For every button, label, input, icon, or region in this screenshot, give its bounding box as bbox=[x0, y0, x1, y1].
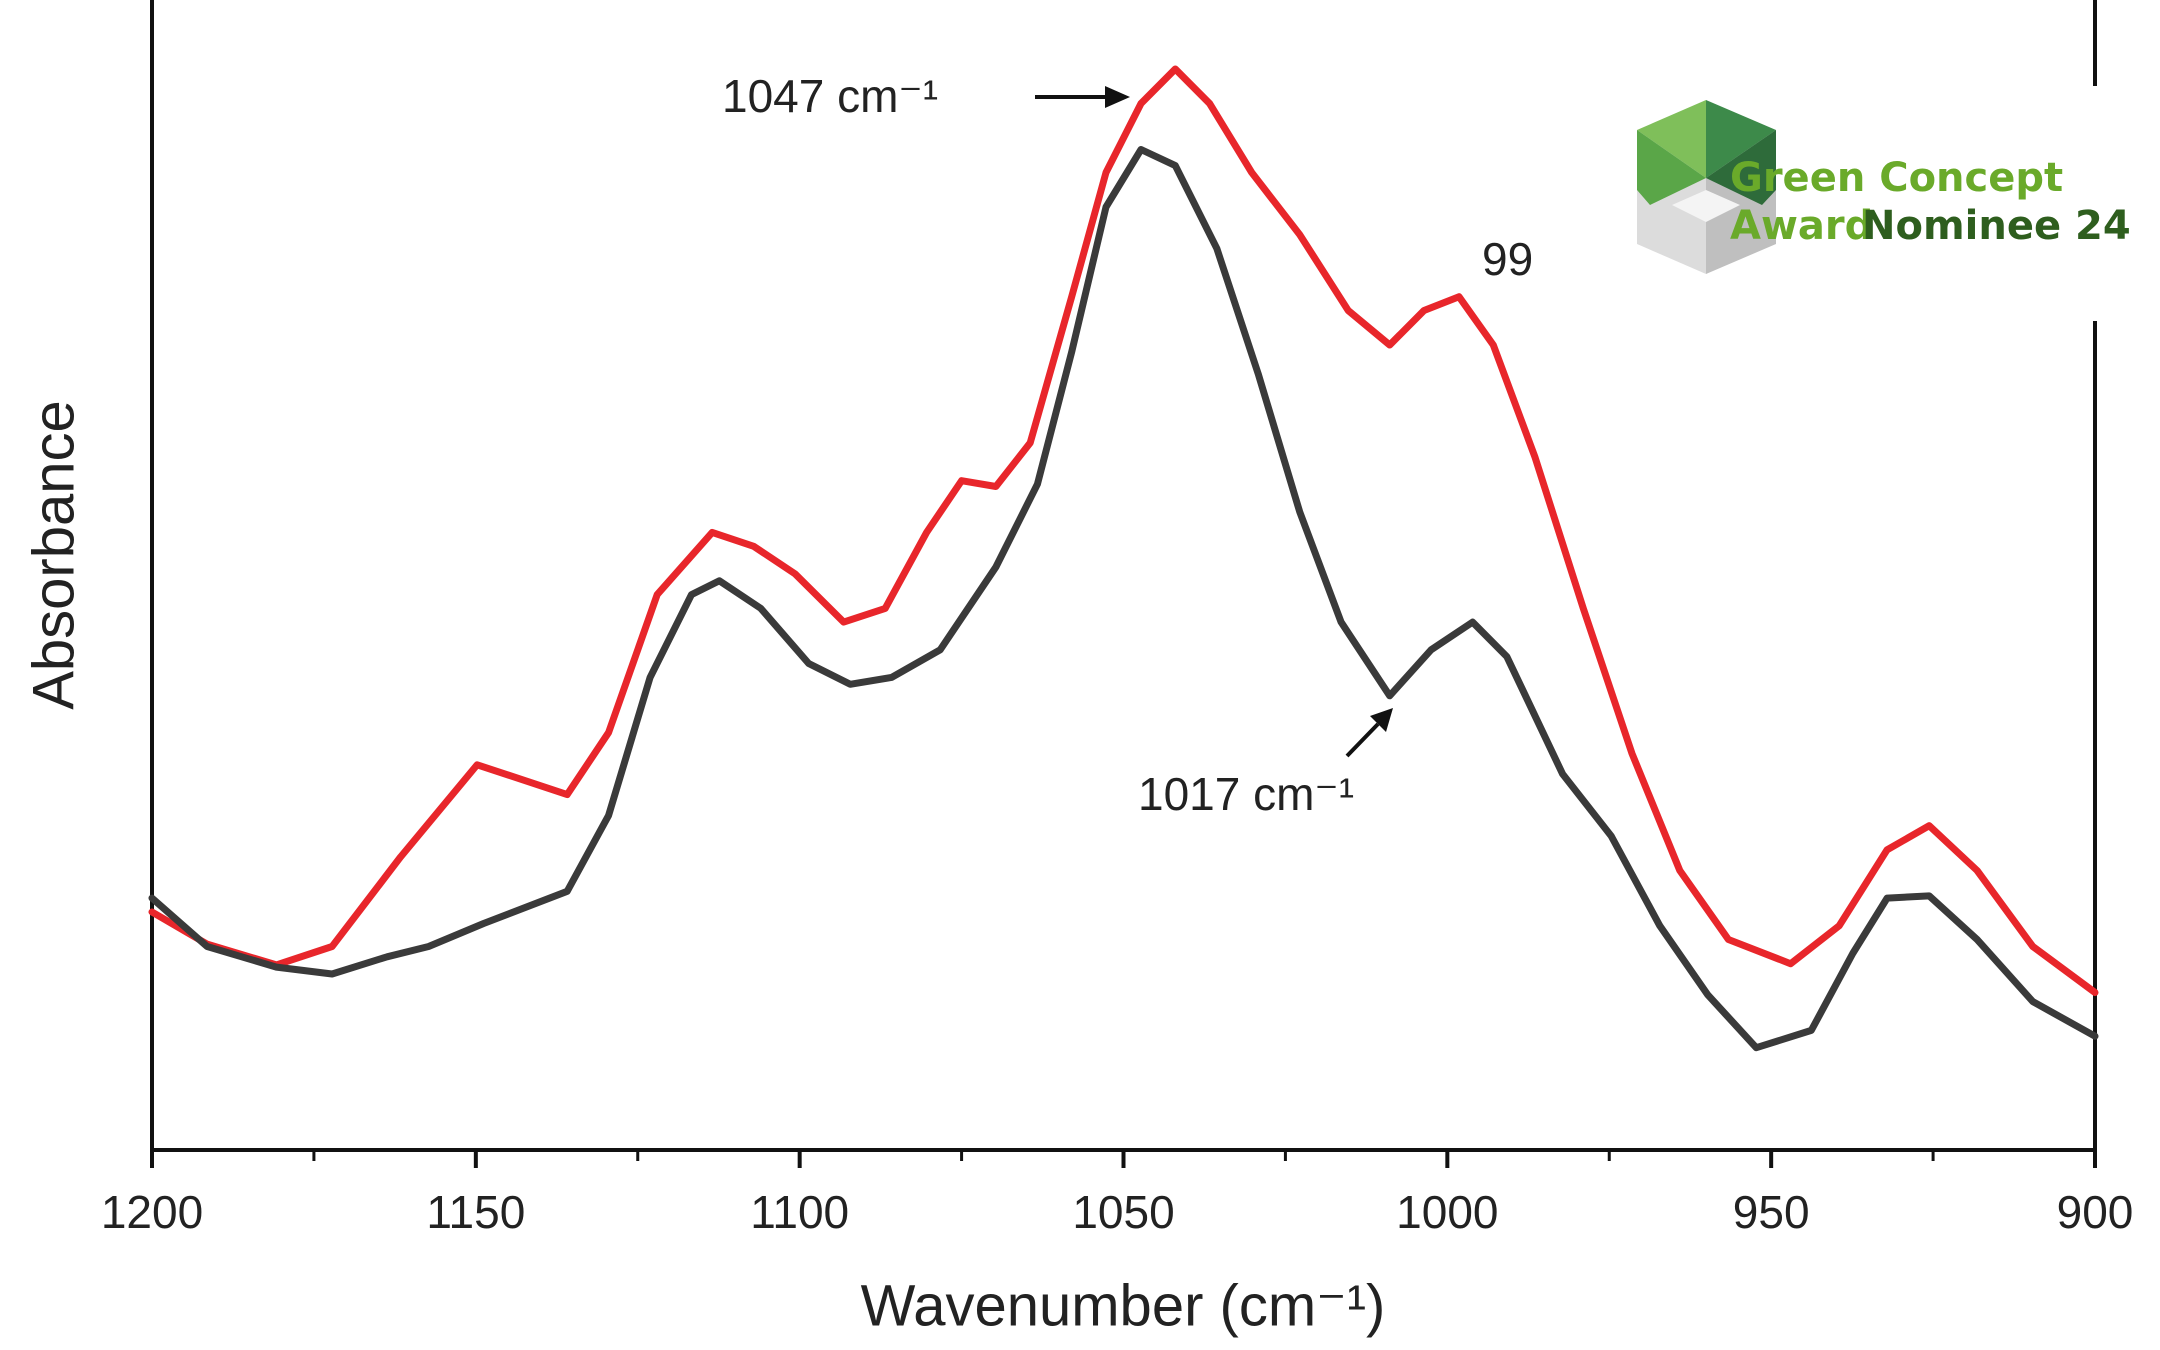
badge-text: Award bbox=[1730, 203, 1873, 249]
badge-text: Green Concept bbox=[1730, 155, 2063, 201]
annotation: 1047 cm⁻¹ bbox=[722, 70, 938, 122]
plot-area: 1200 1150 1100 1050 1000 950 900 bbox=[101, 0, 2134, 1238]
annotation: 1017 cm⁻¹ bbox=[1138, 768, 1354, 820]
x-tick-label: 1100 bbox=[750, 1186, 849, 1238]
x-tick-label: 900 bbox=[2057, 1186, 2134, 1238]
x-tick-label: 1150 bbox=[426, 1186, 525, 1238]
y-axis-label: Absorbance bbox=[21, 400, 86, 710]
arrow bbox=[1345, 708, 1393, 758]
badge: Green Concept Award Nominee 24 bbox=[1560, 86, 2160, 321]
arrow bbox=[1035, 86, 1130, 108]
x-tick-label: 950 bbox=[1733, 1186, 1810, 1238]
data-line bbox=[148, 146, 2099, 1052]
x-tick-label: 1050 bbox=[1072, 1186, 1174, 1238]
data-line bbox=[148, 65, 2099, 996]
annotation: 99 bbox=[1482, 233, 1533, 285]
badge-logo bbox=[1637, 100, 1776, 274]
x-axis-label: Wavenumber (cm⁻¹) bbox=[861, 1273, 1386, 1338]
x-tick-label: 1000 bbox=[1396, 1186, 1498, 1238]
badge-text: Nominee 24 bbox=[1862, 203, 2131, 249]
x-tick-label: 1200 bbox=[101, 1186, 203, 1238]
